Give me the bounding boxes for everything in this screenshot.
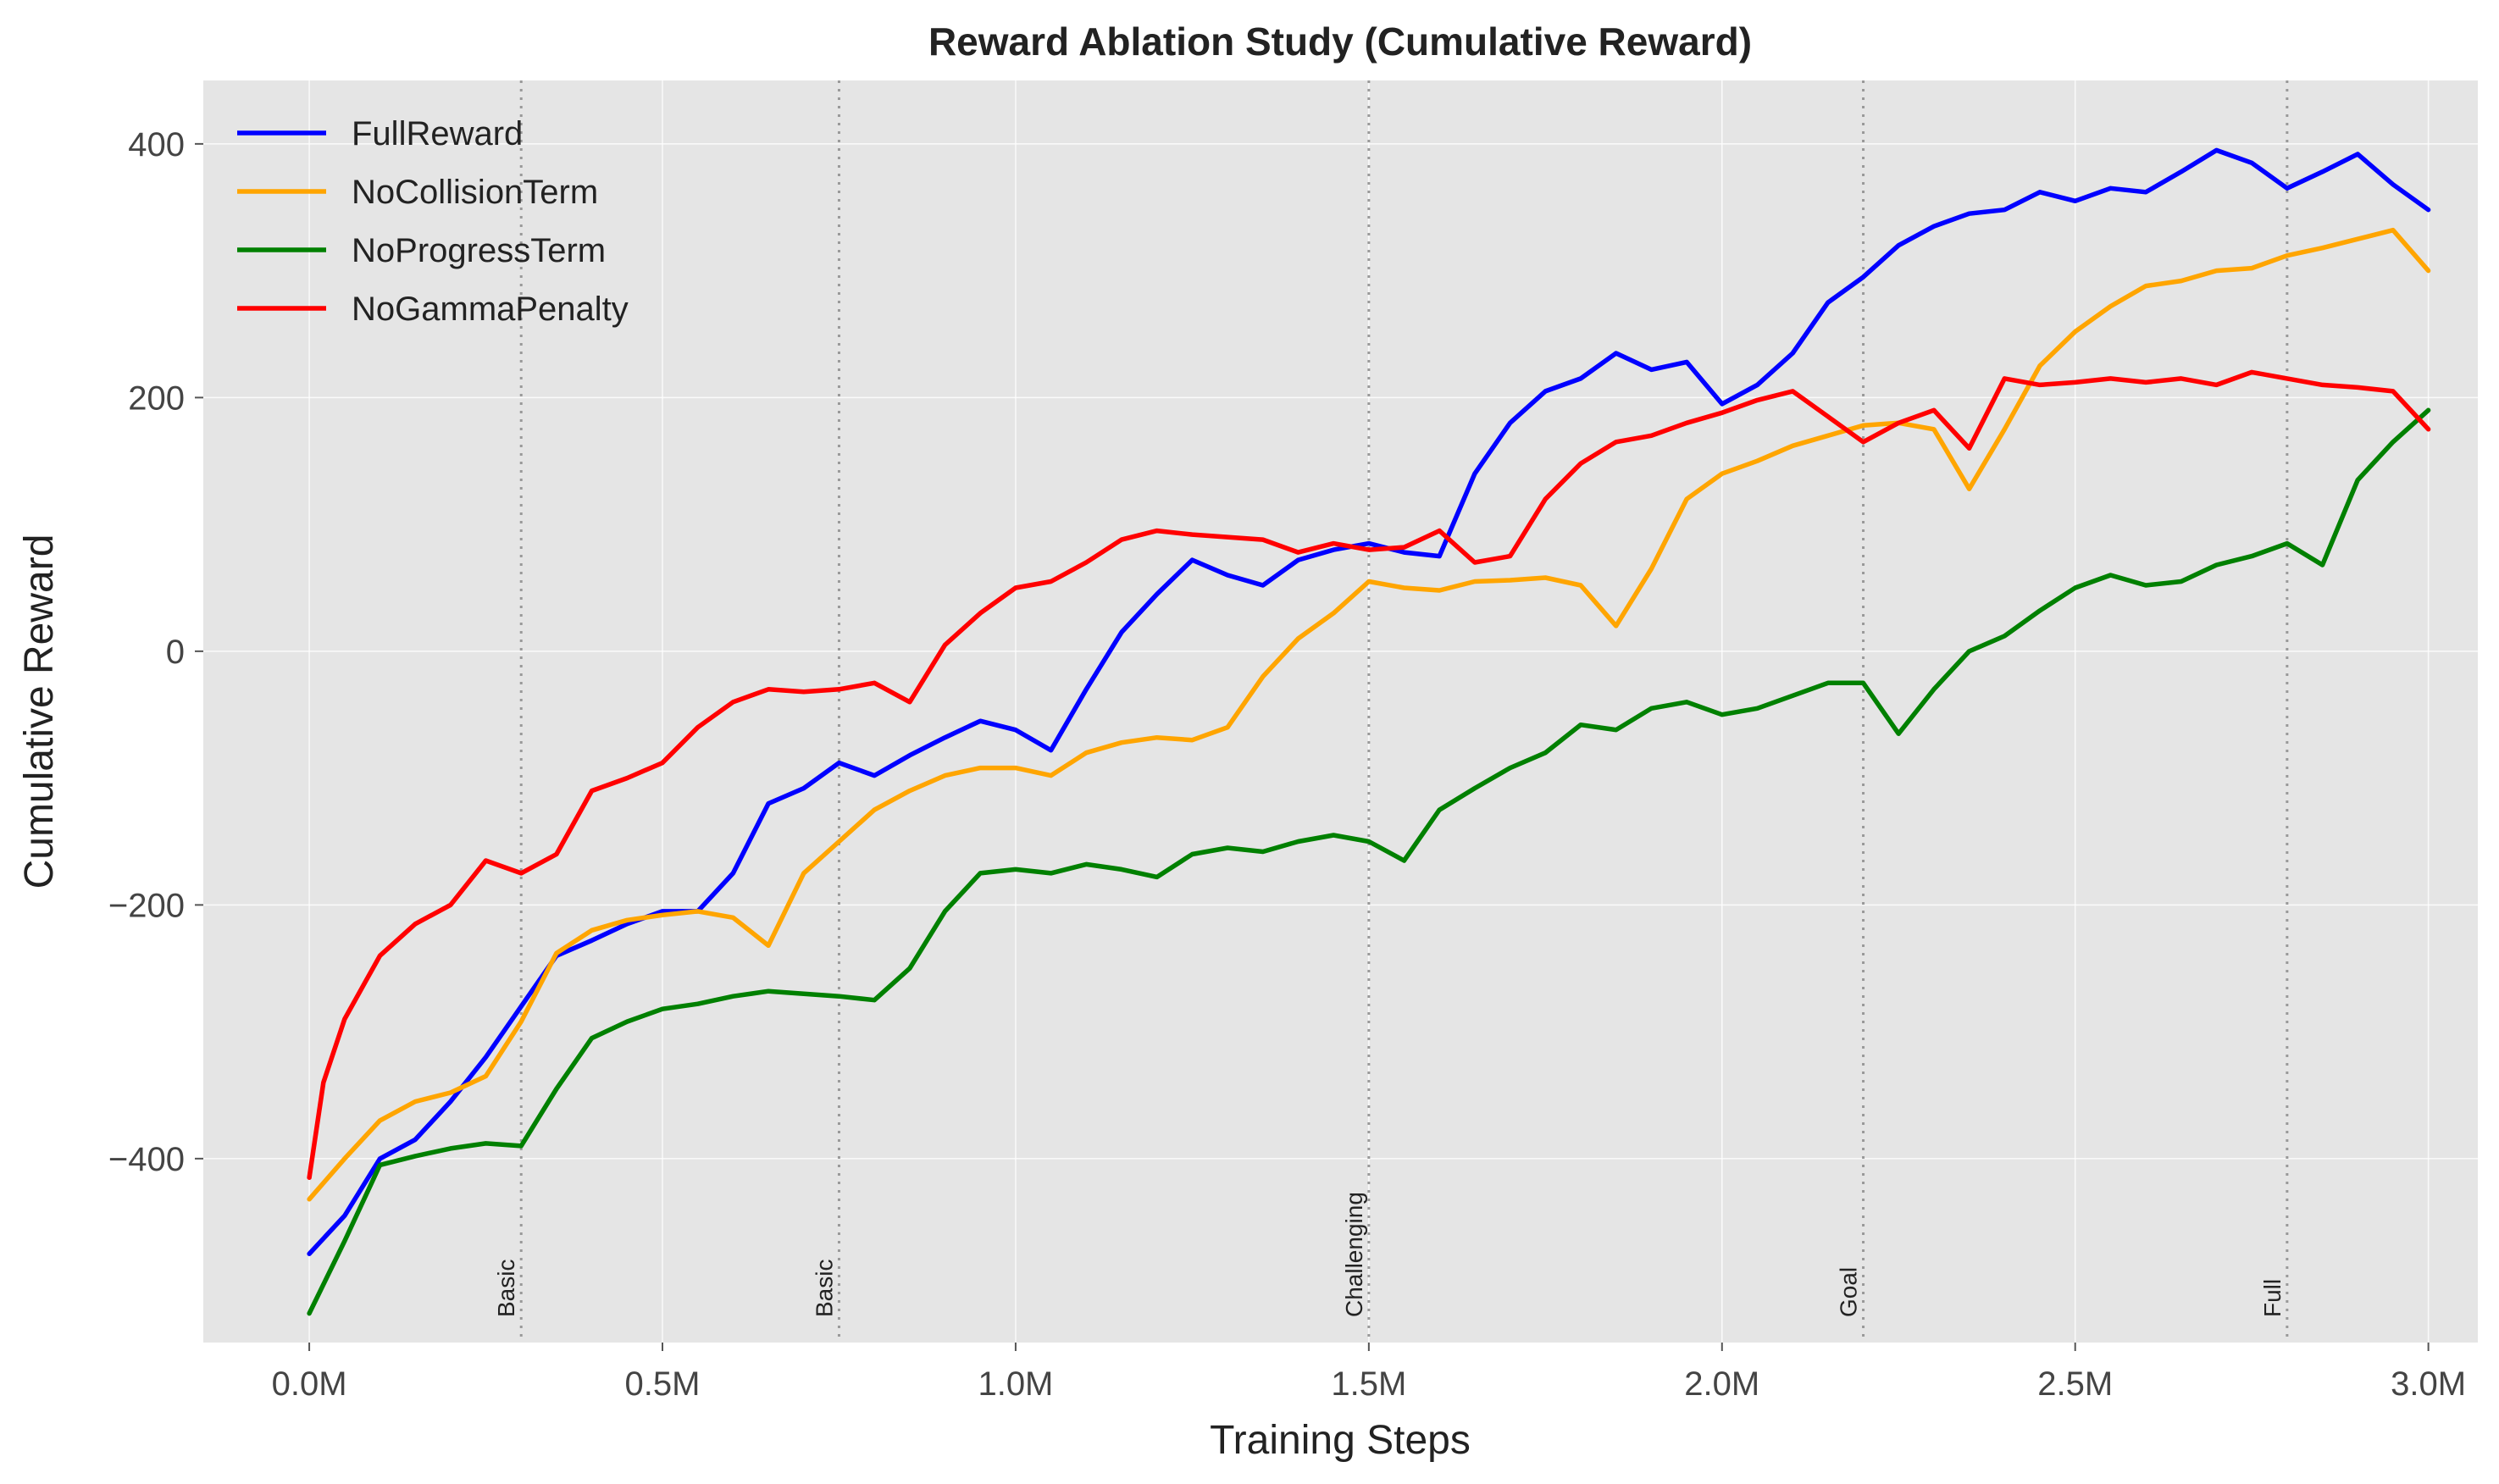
x-tick-label: 1.5M xyxy=(1331,1365,1406,1403)
phase-marker-label: Basic xyxy=(493,1260,519,1317)
x-axis: 0.0M 0.5M 1.0M 1.5M 2.0M 2.5M 3.0M xyxy=(272,1343,2466,1403)
series-line-fullreward xyxy=(307,147,2431,1256)
series-line-nocollisionterm xyxy=(307,227,2431,1202)
y-tick-label: 200 xyxy=(128,379,185,417)
plot-area-background xyxy=(203,80,2478,1343)
phase-marker-label: Challenging xyxy=(1341,1192,1367,1317)
series-line-noprogressterm xyxy=(307,407,2431,1316)
x-tick-label: 0.0M xyxy=(272,1365,347,1403)
chart-title: Reward Ablation Study (Cumulative Reward… xyxy=(928,19,1752,64)
y-tick-label: −400 xyxy=(108,1141,185,1178)
x-tick-label: 3.0M xyxy=(2391,1365,2466,1403)
phase-marker-label: Goal xyxy=(1836,1267,1862,1317)
legend-label-fullreward: FullReward xyxy=(352,115,523,152)
grid xyxy=(203,80,2478,1343)
legend-label-nogammapenalty: NoGammaPenalty xyxy=(352,291,629,328)
legend-label-noprogressterm: NoProgressTerm xyxy=(352,232,606,269)
x-tick-label: 1.0M xyxy=(978,1365,1053,1403)
phase-markers: Basic Basic Challenging Goal Full xyxy=(493,80,2289,1343)
series-line-nogammapenalty xyxy=(307,369,2431,1181)
x-tick-label: 0.5M xyxy=(625,1365,701,1403)
y-tick-label: 0 xyxy=(166,634,185,671)
phase-marker-label: Full xyxy=(2259,1279,2286,1317)
legend: FullReward NoCollisionTerm NoProgressTerm N… xyxy=(237,115,629,328)
phase-marker-label: Basic xyxy=(811,1260,837,1317)
x-tick-label: 2.0M xyxy=(1684,1365,1759,1403)
x-axis-label: Training Steps xyxy=(1210,1418,1471,1463)
legend-label-nocollisionterm: NoCollisionTerm xyxy=(352,174,598,211)
y-axis: −400 −200 0 200 400 xyxy=(108,126,203,1178)
x-tick-label: 2.5M xyxy=(2037,1365,2113,1403)
y-axis-label: Cumulative Reward xyxy=(17,534,62,889)
y-tick-label: 400 xyxy=(128,126,185,163)
y-tick-label: −200 xyxy=(108,887,185,924)
series-lines xyxy=(307,147,2431,1316)
